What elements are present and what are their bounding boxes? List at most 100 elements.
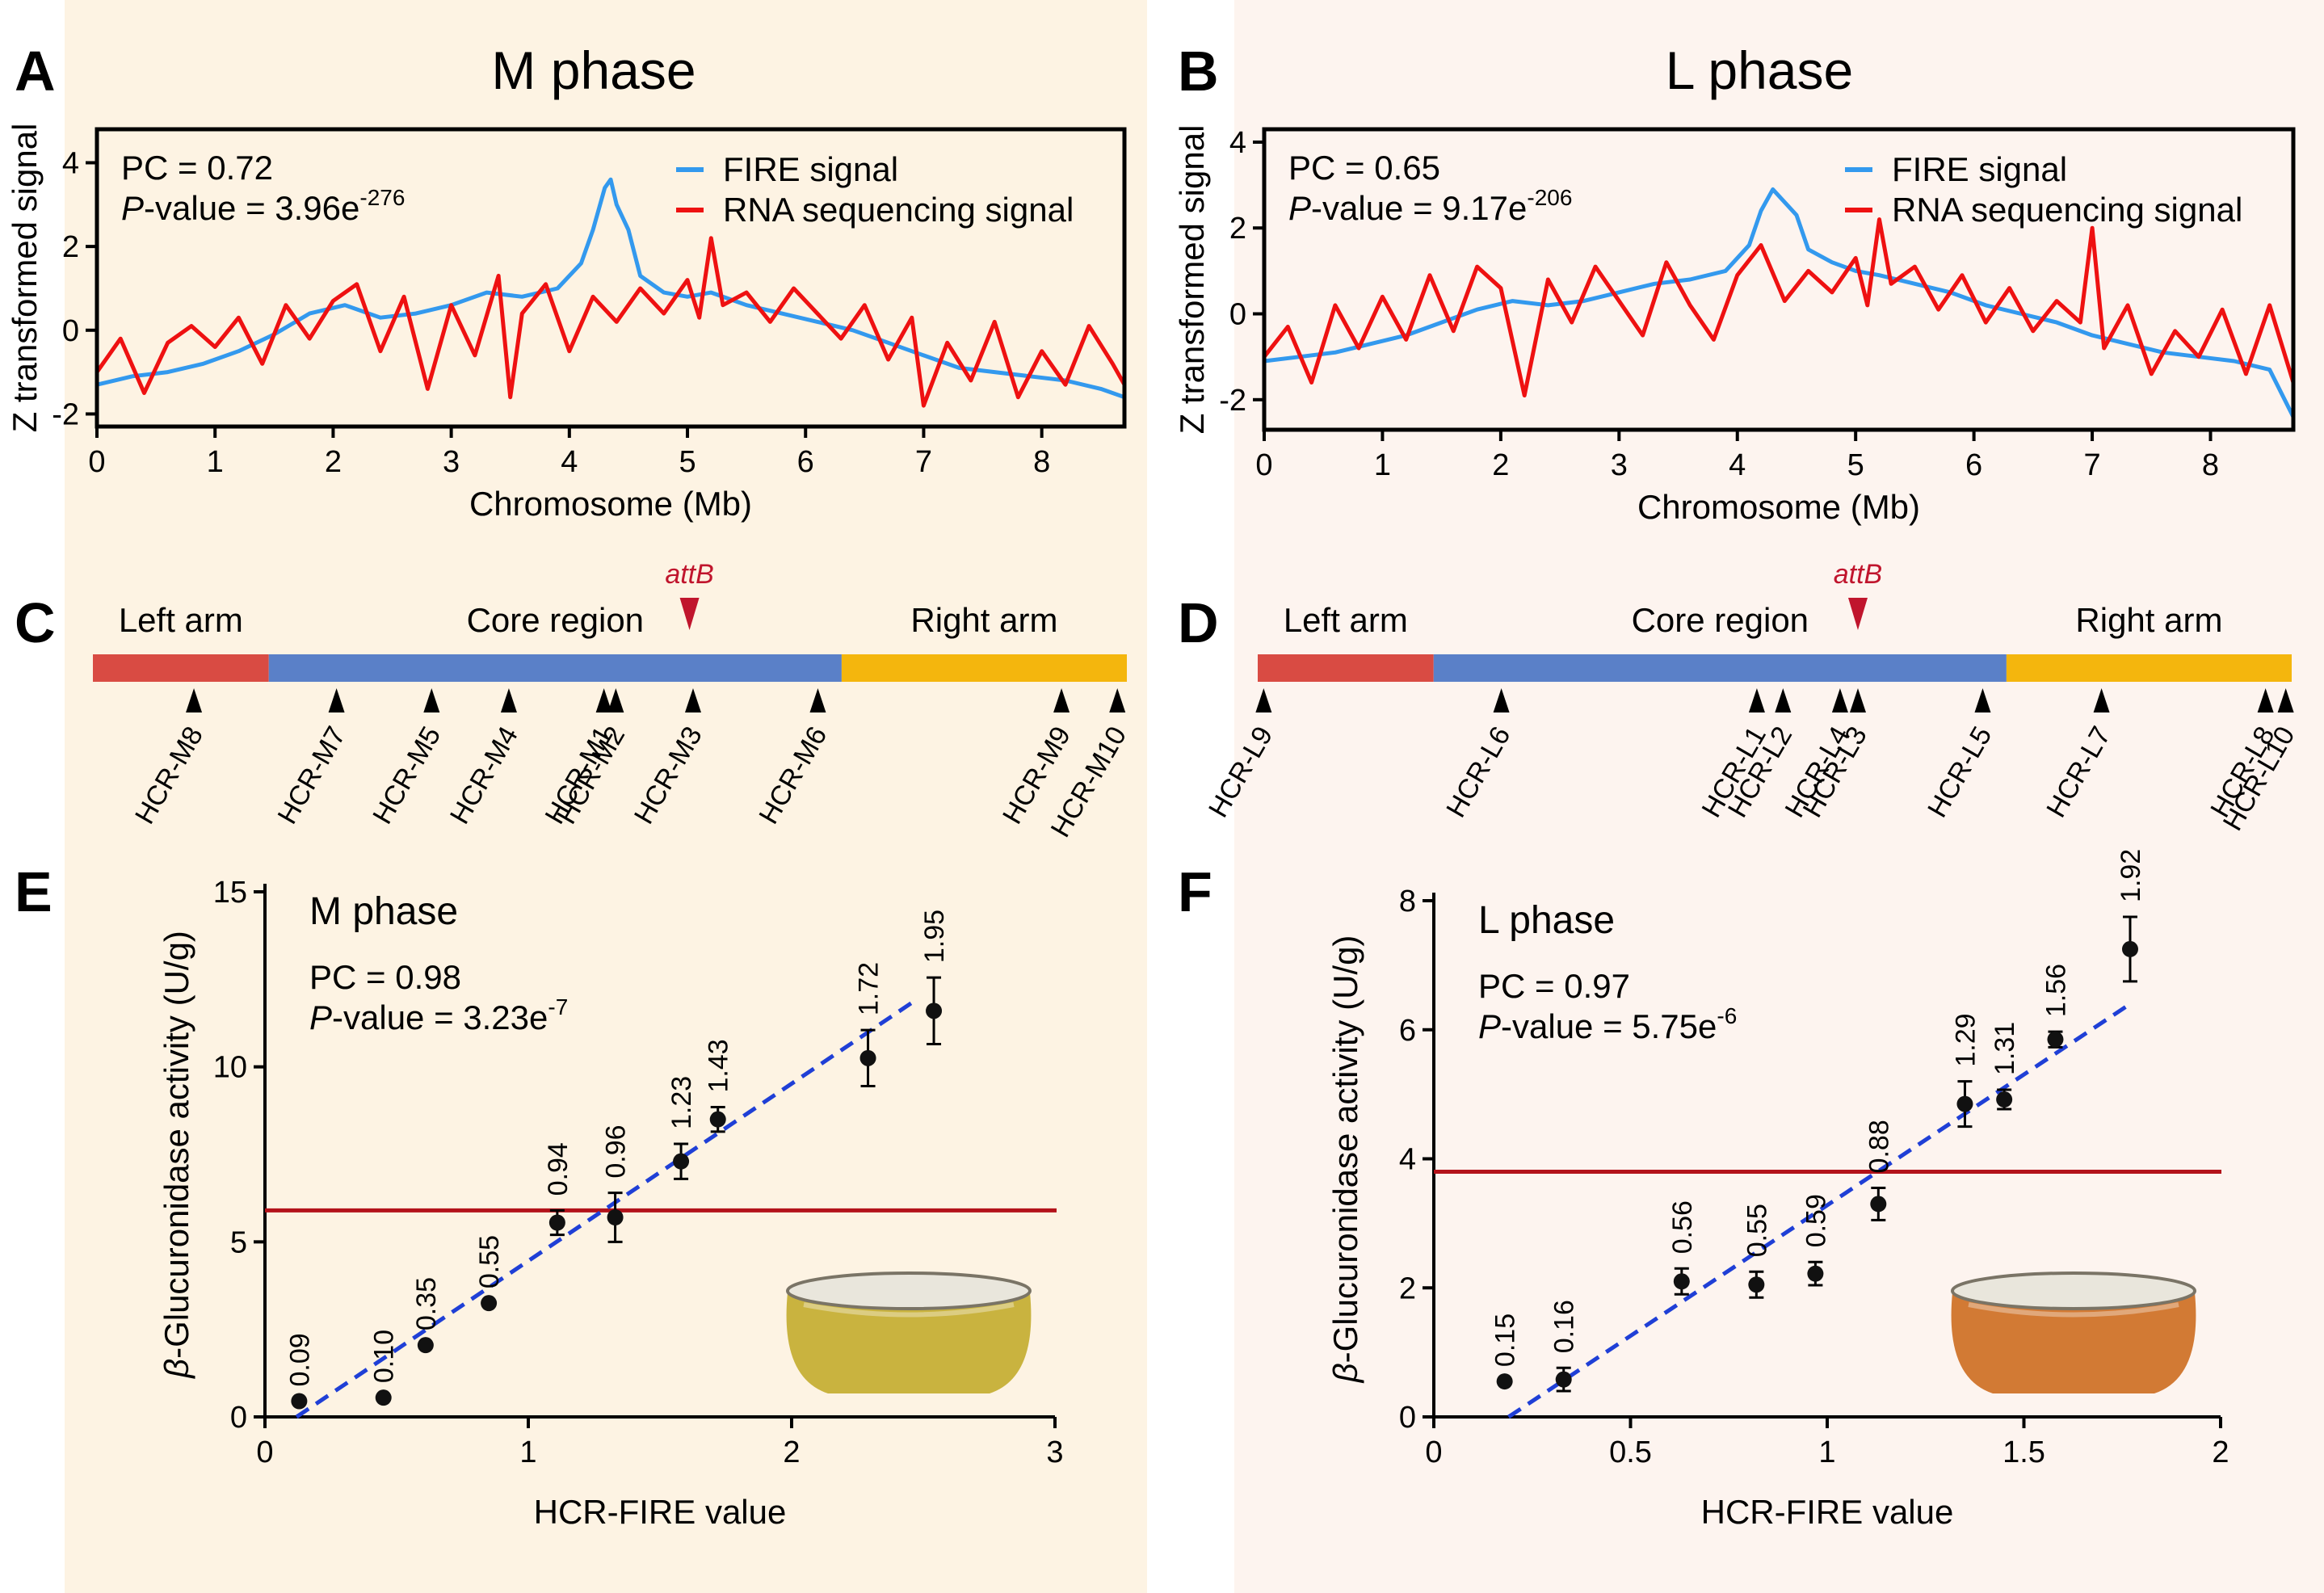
segment-core-region bbox=[1433, 654, 2007, 682]
marker-arrow-icon bbox=[1775, 688, 1792, 712]
x-tick-label: 2 bbox=[783, 1435, 800, 1469]
x-tick-label: 1 bbox=[519, 1435, 536, 1469]
segment-left-arm bbox=[93, 654, 269, 682]
data-point bbox=[1555, 1371, 1572, 1388]
plate-body bbox=[1951, 1292, 2196, 1393]
segment-label: Core region bbox=[1632, 601, 1809, 639]
data-label: 1.31 bbox=[1990, 1022, 2020, 1075]
p-value-text: -value = 5.75e bbox=[1501, 1007, 1717, 1045]
y-axis-label: Z transformed signal bbox=[6, 124, 44, 433]
data-label: 1.92 bbox=[2116, 849, 2146, 902]
y-tick-label: -2 bbox=[52, 397, 79, 431]
marker-arrow-icon bbox=[1748, 688, 1765, 712]
p-label: P bbox=[1288, 189, 1311, 227]
plate-photo bbox=[786, 1271, 1032, 1393]
x-tick-label: 4 bbox=[561, 445, 578, 479]
data-label: 0.09 bbox=[284, 1333, 315, 1386]
x-tick-label: 1.5 bbox=[2003, 1435, 2045, 1469]
x-tick-label: 6 bbox=[1965, 448, 1982, 482]
y-tick-label: 4 bbox=[1229, 126, 1246, 160]
data-label: 1.43 bbox=[704, 1039, 734, 1092]
data-point bbox=[673, 1153, 690, 1170]
plate-highlight bbox=[803, 1302, 1015, 1318]
attb-label: attB bbox=[665, 559, 713, 590]
y-tick-label: 10 bbox=[213, 1051, 247, 1085]
x-axis-label: Chromosome (Mb) bbox=[1637, 488, 1920, 526]
panel-letter-d: D bbox=[1178, 591, 1219, 654]
data-point bbox=[2047, 1031, 2064, 1048]
panel-letter-b: B bbox=[1178, 40, 1219, 103]
data-point bbox=[1807, 1265, 1824, 1282]
x-tick-label: 0 bbox=[1425, 1435, 1442, 1469]
marker-arrow-icon bbox=[186, 688, 203, 712]
data-label: 0.55 bbox=[1742, 1204, 1772, 1257]
p-value: P-value = 5.75e-6 bbox=[1478, 1003, 1737, 1045]
legend-label: FIRE signal bbox=[723, 150, 898, 188]
x-axis-label: HCR-FIRE value bbox=[1701, 1493, 1954, 1531]
marker-arrow-icon bbox=[1053, 688, 1070, 712]
marker-arrow-icon bbox=[595, 688, 612, 712]
panel-letter-a: A bbox=[15, 40, 56, 103]
marker-arrow-icon bbox=[809, 688, 826, 712]
pc-value: PC = 0.72 bbox=[121, 149, 273, 187]
plot-frame bbox=[1262, 127, 2296, 432]
p-value-exponent: -7 bbox=[548, 994, 568, 1019]
x-tick-label: 1 bbox=[1818, 1435, 1835, 1469]
segment-core-region bbox=[268, 654, 842, 682]
data-label: 0.35 bbox=[411, 1277, 442, 1330]
p-value-text: -value = 9.17e bbox=[1311, 189, 1527, 227]
x-tick-label: 5 bbox=[1847, 448, 1864, 482]
segment-label: Core region bbox=[467, 601, 644, 639]
segment-right-arm bbox=[2006, 654, 2292, 682]
data-point bbox=[607, 1209, 624, 1225]
segment-left-arm bbox=[1258, 654, 1434, 682]
x-tick-label: 0.5 bbox=[1609, 1435, 1652, 1469]
marker-arrow-icon bbox=[328, 688, 345, 712]
data-point bbox=[1496, 1373, 1513, 1390]
data-point bbox=[709, 1111, 726, 1128]
attb-marker-icon bbox=[1847, 598, 1868, 630]
plate-highlight bbox=[1968, 1302, 2179, 1318]
x-tick-label: 2 bbox=[325, 445, 342, 479]
marker-arrow-icon bbox=[500, 688, 517, 712]
x-axis-label: HCR-FIRE value bbox=[534, 1493, 787, 1531]
y-tick-label: 0 bbox=[62, 314, 79, 348]
data-label: 1.56 bbox=[2040, 964, 2071, 1017]
data-point bbox=[1870, 1196, 1887, 1213]
p-value-text: -value = 3.96e bbox=[144, 189, 359, 227]
y-tick-label: 5 bbox=[230, 1225, 247, 1259]
series-line-rna-sequencing-signal bbox=[1263, 217, 2296, 397]
y-axis-label-text: -Glucuronidase activity (U/g) bbox=[1326, 935, 1364, 1364]
marker-arrow-icon bbox=[1255, 688, 1272, 712]
plate-body bbox=[786, 1292, 1032, 1393]
p-label: P bbox=[1478, 1007, 1501, 1045]
y-tick-label: 2 bbox=[62, 230, 79, 264]
marker-arrow-icon bbox=[1109, 688, 1126, 712]
chart-title: L phase bbox=[1478, 899, 1615, 942]
x-tick-label: 3 bbox=[1046, 1435, 1063, 1469]
x-tick-label: 0 bbox=[256, 1435, 273, 1469]
data-point bbox=[859, 1049, 876, 1066]
marker-arrow-icon bbox=[2277, 688, 2294, 712]
y-tick-label: 4 bbox=[62, 146, 79, 180]
data-label: 1.72 bbox=[854, 962, 885, 1015]
marker-arrow-icon bbox=[684, 688, 701, 712]
x-tick-label: 5 bbox=[679, 445, 696, 479]
data-label: 0.94 bbox=[543, 1142, 574, 1196]
data-point bbox=[548, 1214, 565, 1231]
data-point bbox=[1748, 1276, 1765, 1293]
p-label: P bbox=[121, 189, 144, 227]
x-tick-label: 0 bbox=[88, 445, 105, 479]
y-axis-label: β-Glucuronidase activity (U/g) bbox=[1326, 935, 1364, 1385]
chart-f: 0 0.5 1 1.5 2 0 2 4 6 8 HCR-FIRE value β-Glucuronid… bbox=[1326, 849, 2229, 1531]
segment-label: Right arm bbox=[910, 601, 1057, 639]
y-tick-label: 2 bbox=[1229, 212, 1246, 246]
y-tick-label: 2 bbox=[1399, 1271, 1416, 1305]
data-label: 0.10 bbox=[369, 1330, 400, 1383]
marker-arrow-icon bbox=[1974, 688, 1991, 712]
data-label: 0.16 bbox=[1549, 1300, 1580, 1353]
x-tick-label: 0 bbox=[1255, 448, 1272, 482]
marker-arrow-icon bbox=[2257, 688, 2274, 712]
x-tick-label: 3 bbox=[1611, 448, 1628, 482]
data-point bbox=[1996, 1091, 2013, 1108]
